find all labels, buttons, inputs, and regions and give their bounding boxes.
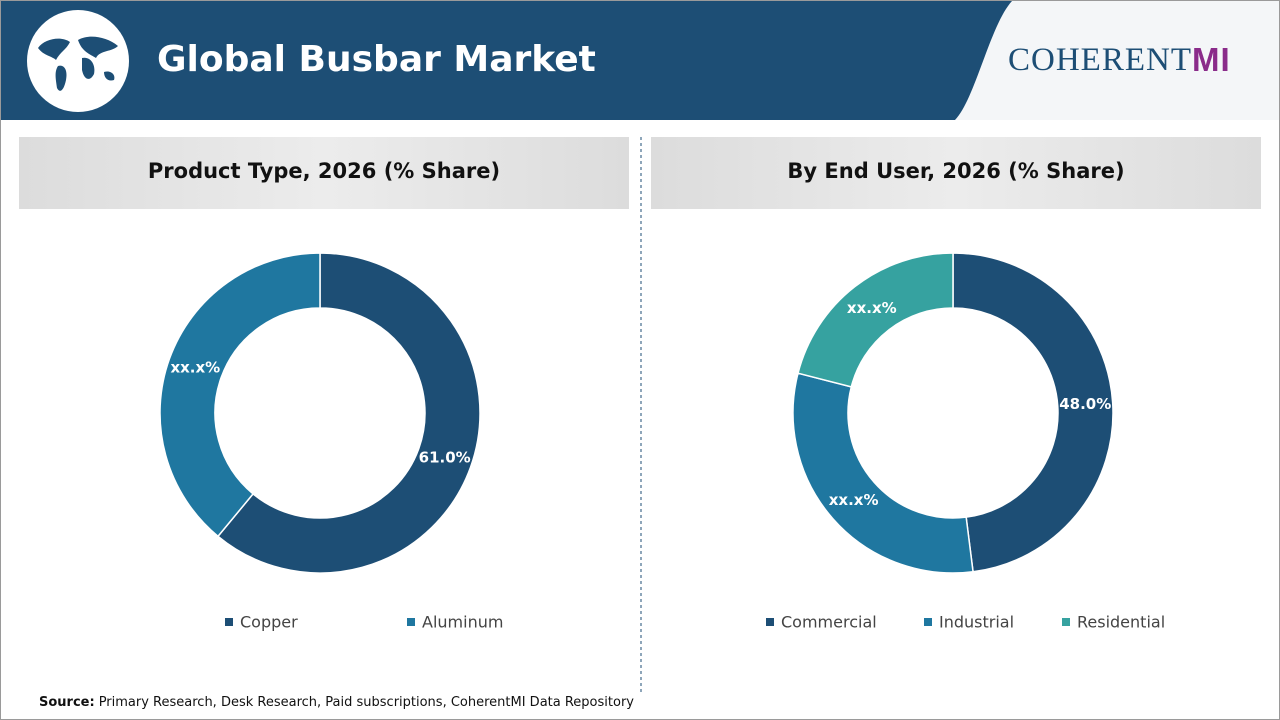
legend-swatch (225, 618, 233, 626)
source-note: Source: Primary Research, Desk Research, … (39, 695, 634, 710)
globe-map (38, 36, 118, 91)
data-label: 61.0% (419, 448, 471, 466)
legend-swatch (766, 618, 774, 626)
data-label: xx.x% (170, 359, 220, 377)
donut-slice (952, 252, 1114, 573)
chart-title: By End User, 2026 (% Share) (787, 159, 1124, 183)
legend-label: Aluminum (422, 613, 503, 632)
donut-slice (159, 252, 321, 538)
data-label: xx.x% (847, 299, 897, 317)
legend-label: Commercial (781, 613, 877, 632)
panel-header (651, 137, 1261, 209)
panel-header (19, 137, 629, 209)
logo: COHERENTMI (1008, 41, 1231, 78)
legend-label: Copper (240, 613, 298, 632)
legend-swatch (1062, 618, 1070, 626)
legend-swatch (924, 618, 932, 626)
legend-label: Industrial (939, 613, 1014, 632)
legend-label: Residential (1077, 613, 1165, 632)
page-title: Global Busbar Market (157, 39, 596, 80)
donut-slice (216, 252, 481, 574)
chart-title: Product Type, 2026 (% Share) (148, 159, 500, 183)
globe-icon (27, 10, 129, 112)
donut-slice (797, 252, 954, 388)
header-band (1, 1, 1012, 120)
data-label: xx.x% (829, 491, 879, 509)
legend-swatch (407, 618, 415, 626)
donut-slice (792, 372, 974, 574)
data-label: 48.0% (1059, 395, 1111, 413)
